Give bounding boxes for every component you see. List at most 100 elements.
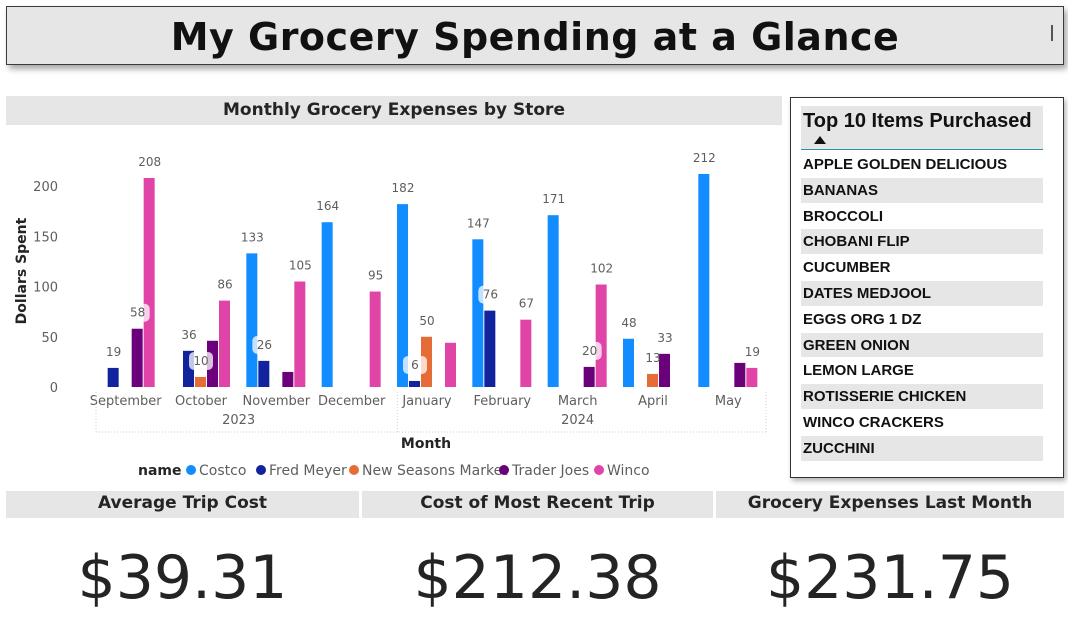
x-axis-label: Month (401, 436, 451, 452)
top-item-row[interactable]: ZUCCHINI (801, 435, 1043, 462)
data-label: 147 (467, 216, 490, 230)
chart-bar (595, 284, 607, 387)
data-label: 19 (745, 345, 760, 359)
year-label: 2023 (222, 413, 255, 428)
x-tick-label: November (243, 394, 311, 409)
kpi-header (362, 491, 713, 518)
data-label-background (403, 355, 427, 374)
data-label: 58 (130, 306, 145, 320)
data-label-background (125, 303, 150, 322)
data-label: 20 (582, 344, 597, 358)
data-label: 208 (138, 155, 161, 169)
chart-bar (484, 310, 496, 387)
top-item-row[interactable]: BANANAS (801, 177, 1043, 204)
chart-bar (321, 222, 333, 387)
x-tick-label: April (638, 394, 668, 409)
y-tick-label: 200 (33, 180, 58, 195)
data-label-background (653, 328, 677, 347)
kpi-title: Cost of Most Recent Trip (420, 493, 655, 513)
chart-bar (258, 360, 270, 387)
chart-bar (409, 380, 420, 387)
chart-bar (294, 281, 306, 387)
top-item-row[interactable]: APPLE GOLDEN DELICIOUS (801, 152, 1043, 178)
data-label: 102 (590, 262, 613, 276)
kpi-header (716, 491, 1064, 518)
top-item-row[interactable]: GREEN ONION (801, 332, 1043, 359)
legend-label: Fred Meyer (269, 463, 347, 479)
data-label: 36 (181, 328, 196, 342)
top-items-table[interactable]: Top 10 Items Purchased APPLE GOLDEN DELI… (790, 97, 1064, 478)
chart-bar (734, 362, 746, 387)
top-item-row[interactable]: CUCUMBER (801, 255, 1043, 281)
kpi-value: $212.38 (413, 543, 662, 613)
text-cursor-icon (1051, 25, 1053, 41)
data-label: 33 (657, 331, 672, 345)
data-label: 133 (241, 230, 264, 244)
chart-bar (472, 239, 484, 387)
chart-bar (183, 350, 194, 387)
x-tick-label: September (90, 394, 163, 409)
data-label: 105 (289, 259, 312, 273)
chart-bar (143, 178, 155, 387)
top-item-row[interactable]: WINCO CRACKERS (801, 410, 1043, 436)
legend-label: Winco (607, 463, 650, 479)
chart-bar (397, 204, 408, 387)
dashboard-title-bar: My Grocery Spending at a Glance (6, 6, 1064, 65)
data-label: 95 (368, 269, 383, 283)
chart-bar (195, 376, 206, 387)
x-tick-label: October (175, 394, 228, 409)
top-items-header[interactable]: Top 10 Items Purchased (801, 106, 1043, 150)
data-label: 50 (419, 314, 434, 328)
data-label: 182 (392, 181, 415, 195)
chart-bar (520, 319, 532, 387)
top-item-row[interactable]: CHOBANI FLIP (801, 229, 1043, 256)
top-item-row[interactable]: DATES MEDJOOL (801, 280, 1043, 307)
data-label: 86 (217, 278, 232, 292)
legend-marker (256, 465, 266, 475)
top-item-row[interactable]: ROTISSERIE CHICKEN (801, 384, 1043, 410)
legend-label: Trader Joes (511, 463, 589, 479)
y-tick-label: 150 (33, 230, 58, 245)
x-tick-label: December (318, 394, 386, 409)
kpi-value: $231.75 (765, 543, 1015, 613)
data-label: 48 (621, 316, 636, 330)
data-label: 164 (316, 199, 339, 213)
top-items-list: APPLE GOLDEN DELICIOUS BANANAS BROCCOLI CHO… (801, 152, 1043, 462)
chart-bar (547, 215, 559, 387)
legend-title: name (138, 463, 182, 479)
x-tick-label: May (715, 394, 742, 409)
data-label-background (478, 285, 503, 304)
chart-title: Monthly Grocery Expenses by Store (223, 100, 565, 120)
legend-label: New Seasons Market (362, 463, 508, 479)
legend-marker (499, 465, 509, 475)
top-items-title: Top 10 Items Purchased (803, 110, 1032, 132)
legend-marker (349, 465, 359, 475)
data-label: 26 (257, 338, 272, 352)
legend-marker (186, 465, 196, 475)
data-label: 10 (193, 354, 208, 368)
monthly-expenses-chart[interactable]: Monthly Grocery Expenses by Store 0 50 100… (6, 96, 782, 486)
chart-canvas[interactable]: 0 50 100 150 200 Dollars Spent September Octobe… (6, 96, 782, 486)
top-item-row[interactable]: BROCCOLI (801, 204, 1043, 230)
chart-bar (282, 371, 294, 387)
top-item-row[interactable]: LEMON LARGE (801, 358, 1043, 385)
y-tick-label: 100 (33, 281, 58, 296)
data-label: 6 (411, 358, 419, 372)
x-tick-label: February (474, 394, 532, 409)
kpi-last-month-expenses: Grocery Expenses Last Month $231.75 (716, 491, 1064, 635)
x-tick-label: January (401, 394, 452, 409)
kpi-most-recent-trip: Cost of Most Recent Trip $212.38 (362, 491, 713, 635)
top-item-row[interactable]: EGGS ORG 1 DZ (801, 307, 1043, 333)
chart-bar (131, 328, 143, 387)
data-label: 76 (483, 288, 498, 302)
chart-bar (219, 300, 230, 387)
chart-bar (369, 291, 381, 387)
data-label-background (252, 335, 277, 354)
data-label: 67 (519, 297, 534, 311)
y-tick-label: 50 (41, 331, 58, 346)
data-label: 19 (106, 345, 121, 359)
chart-bar (246, 253, 258, 387)
triangle-up-icon[interactable] (814, 136, 826, 144)
year-label: 2024 (561, 413, 594, 428)
data-label-background (577, 341, 602, 360)
